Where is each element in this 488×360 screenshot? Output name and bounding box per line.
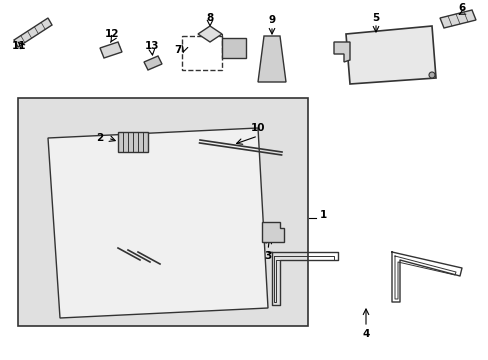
Polygon shape <box>333 42 349 62</box>
Text: 10: 10 <box>250 123 264 133</box>
Text: 12: 12 <box>104 29 119 39</box>
Polygon shape <box>14 18 52 47</box>
Bar <box>18 98 307 326</box>
Text: 11: 11 <box>12 41 26 51</box>
Text: 5: 5 <box>372 13 379 23</box>
Polygon shape <box>100 42 122 58</box>
Text: 1: 1 <box>319 210 326 220</box>
Polygon shape <box>258 36 285 82</box>
Text: 7: 7 <box>174 45 182 55</box>
Text: 6: 6 <box>457 3 465 13</box>
Polygon shape <box>48 128 267 318</box>
Polygon shape <box>439 10 475 28</box>
Circle shape <box>428 72 434 78</box>
Bar <box>118 132 148 152</box>
Polygon shape <box>143 56 162 70</box>
Text: 8: 8 <box>206 13 213 23</box>
Bar <box>182 36 222 70</box>
Polygon shape <box>262 222 284 242</box>
Text: 13: 13 <box>144 41 159 51</box>
Text: 9: 9 <box>268 15 275 25</box>
Text: 2: 2 <box>96 133 103 143</box>
Text: 3: 3 <box>264 251 271 261</box>
Text: 4: 4 <box>362 329 369 339</box>
Polygon shape <box>346 26 435 84</box>
Polygon shape <box>198 26 222 42</box>
Bar <box>222 38 245 58</box>
